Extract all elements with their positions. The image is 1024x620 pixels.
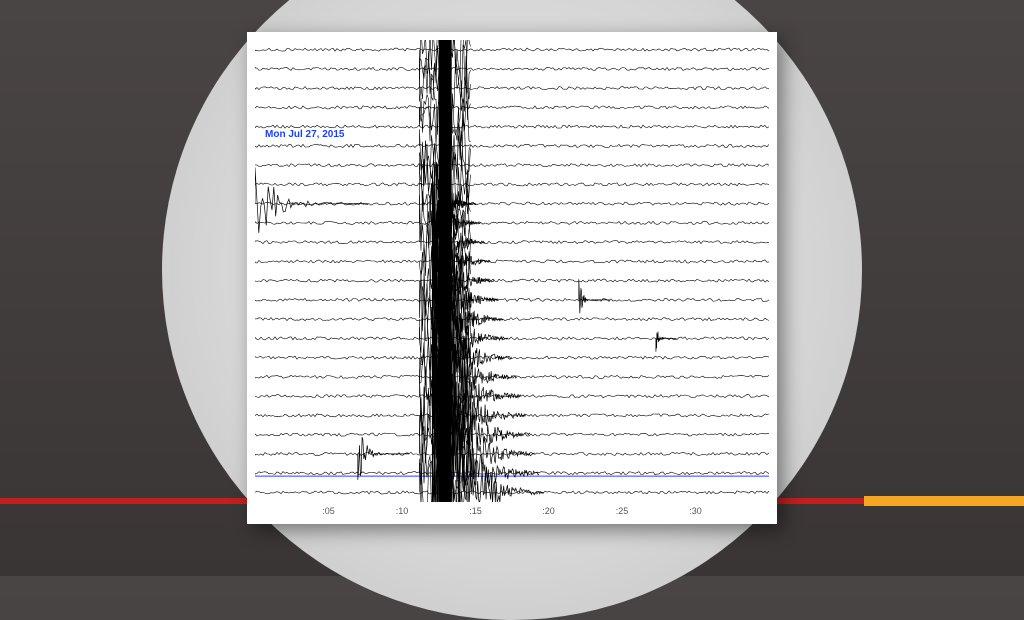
x-tick-label: :05 xyxy=(322,506,335,516)
seismograph-svg xyxy=(255,40,769,502)
x-tick-label: :25 xyxy=(616,506,629,516)
seismograph-date-label: Mon Jul 27, 2015 xyxy=(265,129,344,140)
x-tick-label: :15 xyxy=(469,506,482,516)
x-tick-label: :30 xyxy=(689,506,702,516)
x-axis-labels: :05 :10 :15 :20 :25 :30 xyxy=(255,506,769,520)
yellow-accent-bar xyxy=(864,496,1024,506)
x-tick-label: :10 xyxy=(396,506,409,516)
seismograph-plot: Mon Jul 27, 2015 xyxy=(255,40,769,502)
seismograph-frame: Mon Jul 27, 2015 :05 :10 :15 :20 :25 :30 xyxy=(247,32,777,524)
x-tick-label: :20 xyxy=(542,506,555,516)
